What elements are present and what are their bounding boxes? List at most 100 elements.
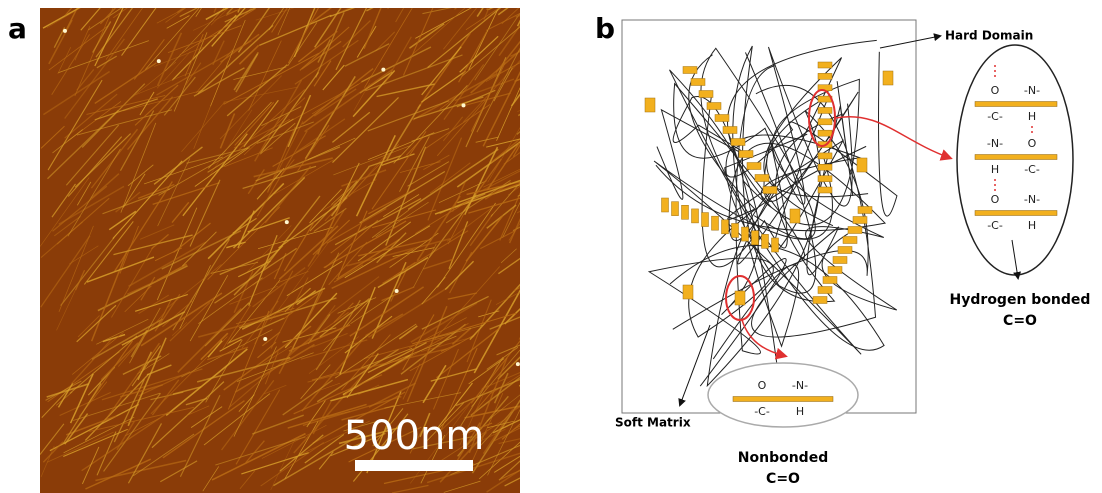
atom-label: -C- <box>987 219 1003 232</box>
particle <box>516 362 520 366</box>
fiber <box>517 116 539 134</box>
hard-segment <box>833 257 847 264</box>
fiber <box>388 0 445 9</box>
panel-label: a <box>8 12 27 45</box>
hard-segment <box>735 291 745 305</box>
fiber <box>516 0 586 17</box>
fiber <box>511 26 570 106</box>
hard-segment <box>712 216 719 230</box>
hard-segment <box>853 217 867 224</box>
particle <box>285 220 289 224</box>
hard-segment <box>732 223 739 237</box>
fiber <box>518 179 553 196</box>
atom-label: -N- <box>1024 193 1040 206</box>
hard-segment <box>858 207 872 214</box>
hard-segment <box>691 79 705 86</box>
fiber <box>519 276 556 339</box>
atom-label: -N- <box>987 137 1003 150</box>
fiber <box>454 0 505 9</box>
hard-segment <box>752 231 759 245</box>
particle <box>461 103 465 107</box>
hard-segment <box>672 202 679 216</box>
chain-bar <box>975 211 1057 216</box>
scale-label: 500nm <box>344 413 485 459</box>
hard-segment <box>742 227 749 241</box>
fiber <box>428 0 478 8</box>
atom-label: H <box>1028 219 1036 232</box>
atom-label: O <box>991 84 1000 97</box>
fiber <box>517 82 584 111</box>
hard-segment <box>818 107 832 113</box>
hard-segment <box>692 209 699 223</box>
chain-bar <box>975 155 1057 160</box>
atom-label: H <box>1028 110 1036 123</box>
hard-segment <box>818 176 832 182</box>
hard-segment <box>763 187 777 194</box>
fiber <box>519 317 586 387</box>
hard-segment <box>755 175 769 182</box>
hard-segment <box>883 71 893 85</box>
particle <box>157 59 161 63</box>
hard-segment <box>699 91 713 98</box>
hard-segment <box>772 238 779 252</box>
panel-label: b <box>595 12 615 45</box>
fiber <box>514 388 599 429</box>
hard-segment <box>683 67 697 74</box>
hard-segment <box>838 247 852 254</box>
diagram-box <box>622 20 916 413</box>
fiber <box>482 0 509 9</box>
hard-segment <box>722 220 729 234</box>
hard-segment <box>828 267 842 274</box>
hard-segment <box>707 103 721 110</box>
atom-label: O <box>1028 137 1037 150</box>
fiber <box>510 9 605 57</box>
hard-segment <box>662 198 669 212</box>
hard-segment <box>857 158 867 172</box>
chain-bar <box>733 397 833 402</box>
callout <box>708 363 858 427</box>
hard-segment <box>790 209 800 223</box>
fiber <box>515 51 589 81</box>
caption: C=O <box>1003 313 1037 329</box>
hard-segment <box>682 205 689 219</box>
atom-label: H <box>991 163 999 176</box>
caption: Hydrogen bonded <box>950 292 1091 308</box>
hard-segment <box>843 237 857 244</box>
caption: C=O <box>766 471 800 487</box>
atom-label: -C- <box>1024 163 1040 176</box>
hard-segment <box>813 297 827 304</box>
atom-label: -C- <box>754 405 770 418</box>
atom-label: -C- <box>987 110 1003 123</box>
hard-segment <box>683 285 693 299</box>
hard-domain-label: Hard Domain <box>945 29 1033 43</box>
fiber <box>518 0 540 26</box>
particle <box>395 289 399 293</box>
hard-segment <box>818 287 832 294</box>
figure: a 500nm b Hard Domain Soft Matrix Hydrog… <box>0 0 1102 493</box>
hard-segment <box>762 234 769 248</box>
callout <box>957 45 1073 275</box>
atom-label: -N- <box>792 379 808 392</box>
hard-segment <box>848 227 862 234</box>
hard-segment <box>645 98 655 112</box>
hard-segment <box>823 277 837 284</box>
hard-segment <box>747 163 761 170</box>
hard-segment <box>818 62 832 68</box>
fiber <box>517 168 595 213</box>
chain-bar <box>975 102 1057 107</box>
fiber <box>514 264 562 291</box>
atom-label: -N- <box>1024 84 1040 97</box>
hard-segment <box>818 187 832 193</box>
hard-segment <box>715 115 729 122</box>
particle <box>381 68 385 72</box>
particle <box>263 337 267 341</box>
hard-segment <box>818 119 832 125</box>
hard-segment <box>723 127 737 134</box>
soft-matrix-label: Soft Matrix <box>615 416 691 430</box>
fiber <box>513 182 610 230</box>
hard-segment <box>739 151 753 158</box>
hard-segment <box>818 153 832 159</box>
hard-segment <box>702 213 709 227</box>
particle <box>63 29 67 33</box>
atom-label: O <box>991 193 1000 206</box>
